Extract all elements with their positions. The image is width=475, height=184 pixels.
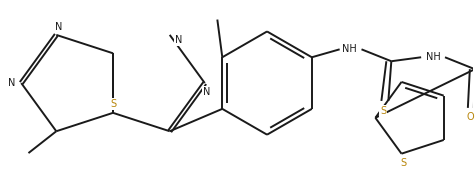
Text: S: S bbox=[380, 106, 387, 116]
Text: NH: NH bbox=[342, 44, 357, 54]
Text: N: N bbox=[203, 87, 210, 97]
Text: N: N bbox=[55, 22, 62, 32]
Text: O: O bbox=[466, 112, 474, 122]
Text: S: S bbox=[110, 99, 116, 109]
Text: N: N bbox=[175, 35, 182, 45]
Text: NH: NH bbox=[426, 52, 440, 62]
Text: S: S bbox=[400, 158, 407, 168]
Text: N: N bbox=[8, 78, 15, 88]
